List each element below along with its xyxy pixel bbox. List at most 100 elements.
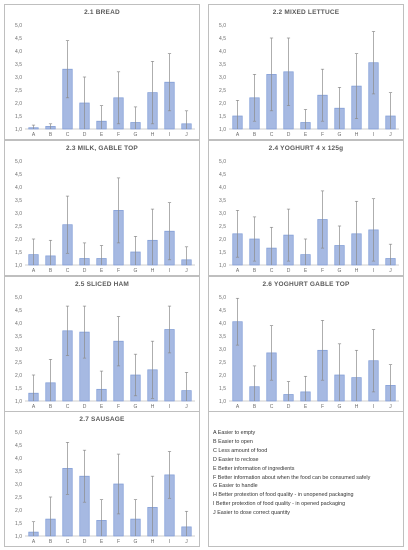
chart-panel-7: 2.7 SAUSAGE 1,0 1,5 2,0 2,5 3,0 3,5 4,0 4,5 5,0 A… xyxy=(4,411,200,547)
x-tick-label: B xyxy=(49,132,53,138)
x-tick-label: E xyxy=(304,268,308,274)
x-tick-label: H xyxy=(355,132,359,138)
x-tick-label: D xyxy=(287,268,291,274)
x-tick-label: H xyxy=(355,268,359,274)
x-tick-label: I xyxy=(169,132,170,138)
y-tick-label: 1,5 xyxy=(219,250,226,256)
x-tick-label: F xyxy=(117,539,120,545)
x-tick-label: I xyxy=(373,404,374,410)
y-tick-label: 2,0 xyxy=(219,237,226,243)
y-tick-label: 2,0 xyxy=(15,101,22,107)
x-tick-label: D xyxy=(83,268,87,274)
y-tick-label: 1,0 xyxy=(219,399,226,405)
y-tick-label: 3,5 xyxy=(219,198,226,204)
x-tick-label: A xyxy=(32,268,36,274)
y-tick-label: 1,5 xyxy=(15,250,22,256)
y-tick-label: 1,5 xyxy=(15,114,22,120)
x-tick-label: F xyxy=(117,268,120,274)
y-tick-label: 2,5 xyxy=(219,360,226,366)
legend-item: C Less amount of food xyxy=(213,447,268,454)
x-tick-label: A xyxy=(32,404,36,410)
y-tick-label: 5,0 xyxy=(219,23,226,29)
x-tick-label: C xyxy=(66,404,70,410)
y-tick-label: 2,5 xyxy=(219,224,226,230)
x-tick-label: J xyxy=(185,404,188,410)
y-tick-label: 3,5 xyxy=(15,62,22,68)
y-tick-label: 4,0 xyxy=(219,49,226,55)
x-tick-label: H xyxy=(151,132,155,138)
x-tick-label: D xyxy=(83,404,87,410)
legend-item: A Easier to empty xyxy=(213,430,256,436)
x-tick-label: J xyxy=(185,268,188,274)
chart-panel-2: 2.2 MIXED LETTUCE 1,0 1,5 2,0 2,5 3,0 3,5 4,0 4… xyxy=(208,4,404,140)
chart-panel-4: 2.4 YOGHURT 4 x 125g 1,0 1,5 2,0 2,5 3,0 3,5 4… xyxy=(208,140,404,276)
x-tick-label: E xyxy=(100,132,104,138)
chart-svg: 1,0 1,5 2,0 2,5 3,0 3,5 4,0 4,5 5,0 A B C D E F G H I J xyxy=(219,295,399,410)
y-tick-label: 3,5 xyxy=(219,62,226,68)
x-tick-label: A xyxy=(236,132,240,138)
x-tick-label: F xyxy=(321,132,324,138)
x-tick-label: D xyxy=(287,132,291,138)
x-tick-label: C xyxy=(270,404,274,410)
legend-list: A Easier to empty B Easier to open C Les… xyxy=(213,429,370,518)
x-tick-label: H xyxy=(151,404,155,410)
y-tick-label: 4,0 xyxy=(219,321,226,327)
x-tick-label: I xyxy=(373,268,374,274)
chart-title: 2.6 YOGHURT GABLE TOP xyxy=(262,281,350,288)
x-tick-label: H xyxy=(151,268,155,274)
legend: A Easier to empty B Easier to open C Les… xyxy=(208,411,404,547)
x-tick-label: F xyxy=(321,268,324,274)
x-tick-label: A xyxy=(32,539,36,545)
x-tick-label: A xyxy=(236,268,240,274)
legend-item: B Easier to open xyxy=(213,438,253,445)
y-tick-label: 4,0 xyxy=(219,185,226,191)
chart-title: 2.7 SAUSAGE xyxy=(79,416,125,423)
y-tick-label: 5,0 xyxy=(15,23,22,29)
y-tick-label: 1,0 xyxy=(15,534,22,540)
x-tick-label: C xyxy=(66,132,70,138)
y-tick-label: 3,0 xyxy=(219,347,226,353)
x-tick-label: B xyxy=(49,404,53,410)
y-tick-label: 1,0 xyxy=(15,127,22,133)
chart-svg: 1,0 1,5 2,0 2,5 3,0 3,5 4,0 4,5 5,0 A B C D E F G H I J xyxy=(219,159,399,274)
chart-svg: 1,0 1,5 2,0 2,5 3,0 3,5 4,0 4,5 5,0 A B C D E F G H I J xyxy=(219,23,399,138)
y-tick-label: 4,5 xyxy=(15,308,22,314)
x-tick-label: G xyxy=(338,268,342,274)
chart-svg: 1,0 1,5 2,0 2,5 3,0 3,5 4,0 4,5 5,0 A B C D E F G H I J xyxy=(15,23,195,138)
x-tick-label: B xyxy=(253,268,257,274)
y-tick-label: 3,5 xyxy=(219,334,226,340)
y-tick-label: 5,0 xyxy=(15,295,22,301)
y-tick-label: 1,5 xyxy=(15,521,22,527)
x-tick-label: I xyxy=(169,268,170,274)
x-tick-label: D xyxy=(83,539,87,545)
y-tick-label: 1,5 xyxy=(219,386,226,392)
x-tick-label: B xyxy=(49,268,53,274)
chart-title: 2.1 BREAD xyxy=(84,9,120,16)
y-tick-label: 5,0 xyxy=(15,430,22,436)
x-tick-label: F xyxy=(117,132,120,138)
x-tick-label: F xyxy=(117,404,120,410)
chart-svg: 1,0 1,5 2,0 2,5 3,0 3,5 4,0 4,5 5,0 A B C D E F G H I J xyxy=(15,159,195,274)
y-tick-label: 5,0 xyxy=(15,159,22,165)
x-tick-label: B xyxy=(253,404,257,410)
chart-panel-6: 2.6 YOGHURT GABLE TOP 1,0 1,5 2,0 2,5 3,0 3,5… xyxy=(208,276,404,412)
y-tick-label: 5,0 xyxy=(219,159,226,165)
y-tick-label: 3,0 xyxy=(15,482,22,488)
y-tick-label: 5,0 xyxy=(219,295,226,301)
x-tick-label: E xyxy=(304,132,308,138)
y-tick-label: 4,0 xyxy=(15,185,22,191)
y-tick-label: 4,5 xyxy=(219,308,226,314)
x-tick-label: F xyxy=(321,404,324,410)
chart-panel-3: 2.3 MILK, GABLE TOP 1,0 1,5 2,0 2,5 3,0 3,5 4,… xyxy=(4,140,200,276)
x-tick-label: H xyxy=(355,404,359,410)
x-tick-label: J xyxy=(185,539,188,545)
legend-item: G Easier to handle xyxy=(213,483,258,490)
y-tick-label: 4,5 xyxy=(15,36,22,42)
x-tick-label: I xyxy=(169,404,170,410)
y-tick-label: 1,0 xyxy=(15,263,22,269)
chart-panel-5: 2.5 SLICED HAM 1,0 1,5 2,0 2,5 3,0 3,5 4,0 4,5 5… xyxy=(4,276,200,412)
chart-svg: 1,0 1,5 2,0 2,5 3,0 3,5 4,0 4,5 5,0 A B C D E F G H I J xyxy=(15,430,195,545)
chart-title: 2.2 MIXED LETTUCE xyxy=(272,9,340,16)
x-tick-label: E xyxy=(304,404,308,410)
y-tick-label: 2,0 xyxy=(15,237,22,243)
